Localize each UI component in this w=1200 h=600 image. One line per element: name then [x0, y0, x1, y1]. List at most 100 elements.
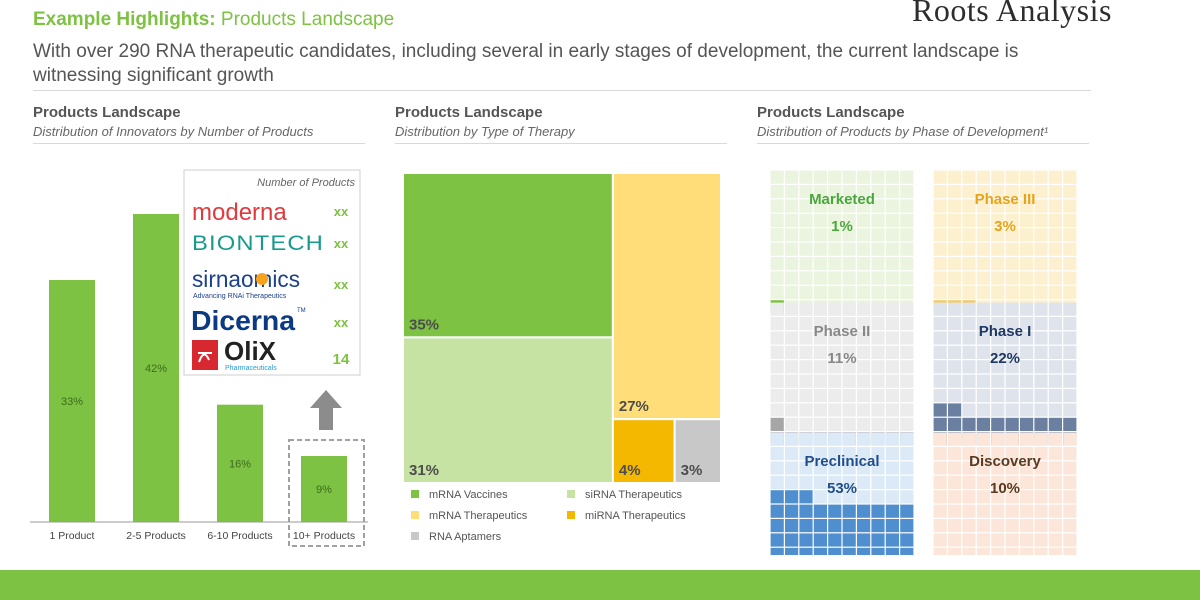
waffle-cell [991, 345, 1005, 359]
waffle-cell [933, 302, 947, 316]
treemap-value-label: 27% [619, 398, 649, 415]
waffle-cell [828, 213, 842, 227]
waffle-cell [828, 285, 842, 299]
waffle-cell [828, 447, 842, 461]
left-panel-divider [33, 143, 365, 144]
waffle-cell [962, 389, 976, 403]
waffle-cell [842, 519, 856, 533]
waffle-cell [1048, 389, 1062, 403]
waffle-cell [933, 271, 947, 285]
bar-6-10-products [217, 404, 263, 522]
waffle-cell [885, 257, 899, 271]
waffle-cell [1020, 302, 1034, 316]
waffle-cell [857, 547, 871, 555]
waffle-cell [770, 317, 784, 331]
waffle-cell [933, 432, 947, 446]
waffle-cell [1005, 504, 1019, 518]
waffle-cell [962, 317, 976, 331]
waffle-cell [871, 213, 885, 227]
waffle-cell [770, 475, 784, 489]
legend-label: miRNA Therapeutics [585, 510, 686, 522]
waffle-cell [948, 461, 962, 475]
waffle-cell [857, 403, 871, 417]
waffle-cell [991, 504, 1005, 518]
waffle-cell [828, 228, 842, 242]
waffle-cell [1063, 213, 1077, 227]
waffle-cell [962, 345, 976, 359]
waffle-cell [871, 285, 885, 299]
waffle-cell [1005, 403, 1019, 417]
waffle-cell [1020, 228, 1034, 242]
waffle-cell [1020, 242, 1034, 256]
waffle-cell [828, 170, 842, 184]
waffle-phase-label: Phase III [975, 191, 1036, 208]
waffle-cell [1020, 317, 1034, 331]
waffle-cell [885, 345, 899, 359]
waffle-cell [1005, 302, 1019, 316]
waffle-cell [857, 447, 871, 461]
waffle-cell [813, 490, 827, 504]
waffle-cell [991, 533, 1005, 547]
legend-swatch [567, 511, 575, 519]
waffle-cell [1048, 533, 1062, 547]
waffle-cell [900, 185, 914, 199]
waffle-cell [885, 475, 899, 489]
waffle-cell [871, 228, 885, 242]
waffle-cell [1020, 389, 1034, 403]
waffle-cell [842, 199, 856, 213]
waffle-cell [991, 490, 1005, 504]
waffle-cell [1063, 533, 1077, 547]
waffle-cell [813, 285, 827, 299]
waffle-cell [785, 547, 799, 555]
waffle-cell [813, 242, 827, 256]
waffle-cell [885, 360, 899, 374]
waffle-cell [962, 547, 976, 555]
waffle-cell [885, 271, 899, 285]
waffle-cell [785, 461, 799, 475]
waffle-cell [813, 533, 827, 547]
waffle-cell [1048, 242, 1062, 256]
waffle-cell [785, 447, 799, 461]
waffle-cell [871, 170, 885, 184]
waffle-cell [770, 389, 784, 403]
waffle-cell [1063, 360, 1077, 374]
bar-category-label: 10+ Products [293, 530, 355, 542]
waffle-cell [785, 242, 799, 256]
waffle-cell [828, 547, 842, 555]
waffle-cell [842, 317, 856, 331]
waffle-cell [962, 504, 976, 518]
waffle-cell [813, 257, 827, 271]
waffle-cell [871, 461, 885, 475]
waffle-cell [813, 432, 827, 446]
waffle-cell [785, 170, 799, 184]
waffle-cell [1034, 331, 1048, 345]
waffle-cell [962, 461, 976, 475]
waffle-cell [1020, 345, 1034, 359]
waffle-cell [1020, 331, 1034, 345]
footer-bar [0, 570, 1200, 600]
treemap-value-label: 3% [681, 462, 703, 479]
waffle-cell [828, 302, 842, 316]
waffle-cell [1005, 331, 1019, 345]
waffle-cell [885, 519, 899, 533]
waffle-cell [871, 389, 885, 403]
waffle-cell [1034, 257, 1048, 271]
waffle-cell [962, 374, 976, 388]
waffle-cell [828, 417, 842, 431]
waffle-cell [933, 461, 947, 475]
waffle-cell [842, 242, 856, 256]
waffle-cell [857, 475, 871, 489]
biontech-count: xx [334, 236, 349, 251]
waffle-cell [1005, 345, 1019, 359]
waffle-cell [828, 185, 842, 199]
waffle-cell [857, 285, 871, 299]
moderna-logo: moderna [192, 199, 287, 226]
waffle-cell [785, 257, 799, 271]
waffle-cell [813, 228, 827, 242]
waffle-cell [770, 519, 784, 533]
waffle-cell [962, 417, 976, 431]
waffle-cell [1063, 432, 1077, 446]
bar-10-products [301, 456, 347, 522]
waffle-cell [1005, 185, 1019, 199]
waffle-cell [770, 533, 784, 547]
